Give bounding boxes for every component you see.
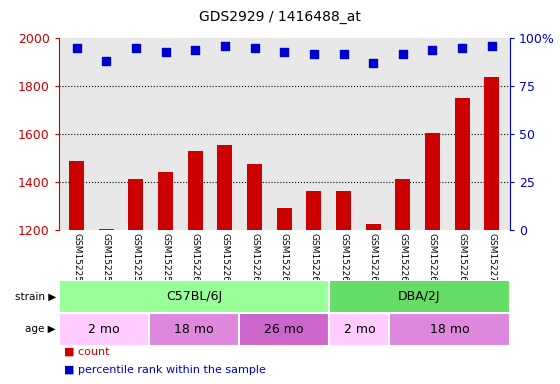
Point — [368, 60, 377, 66]
Text: GSM152261: GSM152261 — [221, 233, 230, 288]
Point — [339, 51, 348, 57]
Bar — [188, 151, 203, 230]
Text: ■ percentile rank within the sample: ■ percentile rank within the sample — [64, 365, 266, 375]
Point — [398, 51, 407, 57]
Text: GSM152268: GSM152268 — [428, 233, 437, 288]
Text: GSM152258: GSM152258 — [132, 233, 141, 288]
Point — [428, 47, 437, 53]
Point — [102, 58, 111, 65]
Bar — [69, 161, 84, 230]
Text: ■ count: ■ count — [64, 347, 110, 357]
Point — [161, 49, 170, 55]
Bar — [239, 313, 329, 346]
Text: 2 mo: 2 mo — [343, 323, 375, 336]
Bar — [336, 191, 351, 230]
Bar — [247, 164, 262, 230]
Bar — [389, 313, 510, 346]
Text: GSM152256: GSM152256 — [72, 233, 81, 288]
Text: GSM152269: GSM152269 — [458, 233, 466, 288]
Text: 26 mo: 26 mo — [264, 323, 304, 336]
Text: GSM152270: GSM152270 — [487, 233, 496, 288]
Text: strain ▶: strain ▶ — [15, 291, 56, 302]
Point — [279, 49, 289, 55]
Text: GSM152262: GSM152262 — [250, 233, 259, 288]
Text: GSM152260: GSM152260 — [191, 233, 200, 288]
Point — [250, 45, 259, 51]
Point — [221, 43, 230, 49]
Text: GSM152263: GSM152263 — [279, 233, 289, 288]
Text: GSM152266: GSM152266 — [368, 233, 377, 288]
Text: GSM152259: GSM152259 — [161, 233, 170, 288]
Bar — [329, 313, 389, 346]
Text: GSM152257: GSM152257 — [102, 233, 111, 288]
Point — [458, 45, 466, 51]
Text: DBA/2J: DBA/2J — [398, 290, 441, 303]
Point — [309, 51, 318, 57]
Text: C57BL/6J: C57BL/6J — [166, 290, 222, 303]
Bar — [277, 208, 292, 230]
Bar — [366, 224, 381, 230]
Bar — [99, 229, 114, 230]
Point — [487, 43, 496, 49]
Bar — [425, 133, 440, 230]
Text: GSM152264: GSM152264 — [309, 233, 318, 288]
Text: GSM152265: GSM152265 — [339, 233, 348, 288]
Bar — [128, 179, 143, 230]
Point — [191, 47, 200, 53]
Bar — [59, 280, 329, 313]
Text: GDS2929 / 1416488_at: GDS2929 / 1416488_at — [199, 10, 361, 23]
Bar — [484, 77, 499, 230]
Text: age ▶: age ▶ — [25, 324, 56, 334]
Text: 2 mo: 2 mo — [88, 323, 120, 336]
Bar — [329, 280, 510, 313]
Text: 18 mo: 18 mo — [174, 323, 214, 336]
Bar — [306, 191, 321, 230]
Text: GSM152267: GSM152267 — [398, 233, 407, 288]
Bar — [149, 313, 239, 346]
Bar — [395, 179, 410, 230]
Bar — [158, 172, 173, 230]
Point — [72, 45, 81, 51]
Point — [132, 45, 141, 51]
Text: 18 mo: 18 mo — [430, 323, 469, 336]
Bar — [217, 145, 232, 230]
Bar — [455, 98, 470, 230]
Bar — [59, 313, 149, 346]
